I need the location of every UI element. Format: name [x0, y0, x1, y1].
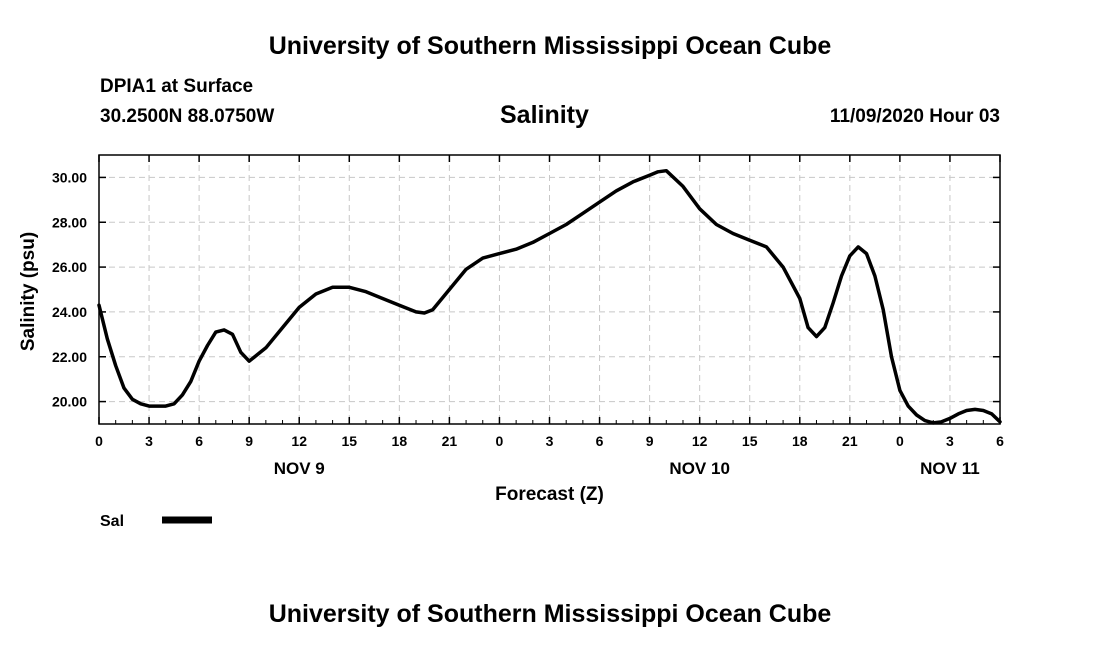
x-tick-label: 6 — [596, 433, 604, 449]
x-tick-label: 3 — [145, 433, 153, 449]
x-tick-label: 9 — [245, 433, 253, 449]
x-tick-label: 6 — [996, 433, 1004, 449]
y-tick-label: 24.00 — [52, 304, 87, 320]
x-tick-label: 21 — [842, 433, 858, 449]
date-label: NOV 9 — [274, 459, 325, 478]
y-tick-label: 22.00 — [52, 349, 87, 365]
x-tick-label: 18 — [392, 433, 408, 449]
x-tick-label: 0 — [95, 433, 103, 449]
footer-title: University of Southern Mississippi Ocean… — [268, 600, 832, 628]
y-tick-label: 28.00 — [52, 214, 87, 230]
x-tick-label: 0 — [896, 433, 904, 449]
x-tick-label: 15 — [742, 433, 758, 449]
x-tick-label: 3 — [546, 433, 554, 449]
station-coordinates: 30.2500N 88.0750W — [100, 106, 275, 127]
x-tick-label: 21 — [442, 433, 458, 449]
y-axis-label: Salinity (psu) — [18, 232, 39, 351]
station-name: DPIA1 at Surface — [100, 76, 254, 97]
date-label: NOV 11 — [920, 459, 980, 478]
x-tick-label: 3 — [946, 433, 954, 449]
y-tick-label: 30.00 — [52, 169, 87, 185]
y-axis: 20.00 22.00 24.00 26.00 28.00 30.00 — [52, 169, 1000, 410]
date-labels: NOV 9 NOV 10 NOV 11 — [274, 459, 980, 478]
x-tick-label: 18 — [792, 433, 808, 449]
x-axis-label: Forecast (Z) — [495, 484, 604, 505]
chart-title: Salinity — [500, 101, 589, 129]
grid-lines — [99, 155, 1000, 424]
forecast-timestamp: 11/09/2020 Hour 03 — [829, 106, 1000, 127]
plot-frame — [98, 154, 1001, 425]
x-tick-label: 15 — [341, 433, 357, 449]
x-tick-label: 9 — [646, 433, 654, 449]
header-title: University of Southern Mississippi Ocean… — [268, 32, 832, 60]
series-line-sal — [97, 168, 1002, 425]
legend: Sal — [100, 513, 212, 530]
x-tick-label: 12 — [692, 433, 708, 449]
date-label: NOV 10 — [669, 459, 729, 478]
x-tick-label: 12 — [291, 433, 307, 449]
x-tick-label: 6 — [195, 433, 203, 449]
y-tick-label: 26.00 — [52, 259, 87, 275]
y-tick-label: 20.00 — [52, 394, 87, 410]
legend-label-sal: Sal — [100, 513, 124, 530]
x-tick-label: 0 — [496, 433, 504, 449]
